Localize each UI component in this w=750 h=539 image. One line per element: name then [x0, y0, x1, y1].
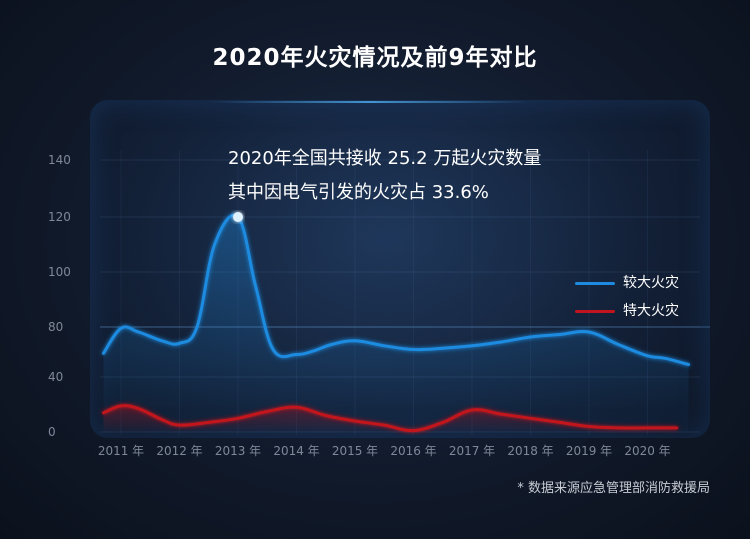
y-axis: 0 40 80 100 120 140 — [48, 153, 71, 439]
series-line-extreme-fires — [102, 404, 679, 433]
annotation-total-fires: 2020年全国共接收 25.2 万起火灾数量 — [228, 148, 542, 169]
x-tick-label: 2012 年 — [156, 444, 202, 458]
chart-title: 2020年火灾情况及前9年对比 — [212, 45, 538, 71]
y-tick-label: 40 — [48, 370, 63, 384]
y-tick-label: 100 — [48, 265, 71, 279]
panel-highlight-line — [210, 101, 530, 103]
data-source-note: * 数据来源应急管理部消防救援局 — [517, 481, 710, 496]
series-line-major-fires-area — [103, 215, 689, 432]
y-tick-label: 80 — [48, 320, 63, 334]
legend-label-major: 较大火灾 — [623, 275, 679, 291]
x-tick-label: 2015 年 — [332, 444, 378, 458]
x-tick-label: 2017 年 — [449, 444, 495, 458]
x-tick-label: 2011 年 — [98, 444, 144, 458]
peak-marker — [233, 212, 243, 222]
series-line-major-fires — [102, 213, 690, 366]
x-tick-label: 2013 年 — [215, 444, 261, 458]
y-tick-label: 140 — [48, 153, 71, 167]
grid — [100, 150, 710, 435]
annotation-electrical-share: 其中因电气引发的火灾占 33.6% — [228, 182, 489, 203]
x-tick-label: 2016 年 — [390, 444, 436, 458]
x-tick-label: 2018 年 — [507, 444, 553, 458]
legend-item-extreme: 特大火灾 — [575, 300, 679, 320]
legend-swatch-major — [575, 281, 615, 285]
y-tick-label: 0 — [48, 425, 56, 439]
legend-item-major: 较大火灾 — [575, 272, 679, 292]
x-tick-label: 2014 年 — [273, 444, 319, 458]
x-tick-label: 2019 年 — [566, 444, 612, 458]
series-line-extreme-fires-area — [103, 405, 677, 432]
x-axis: 2011 年 2012 年 2013 年 2014 年 2015 年 2016 年 2017… — [98, 444, 671, 458]
legend-swatch-extreme — [575, 309, 615, 313]
x-tick-label: 2020 年 — [624, 444, 670, 458]
series — [102, 212, 690, 433]
y-tick-label: 120 — [48, 210, 71, 224]
legend-label-extreme: 特大火灾 — [623, 303, 679, 319]
